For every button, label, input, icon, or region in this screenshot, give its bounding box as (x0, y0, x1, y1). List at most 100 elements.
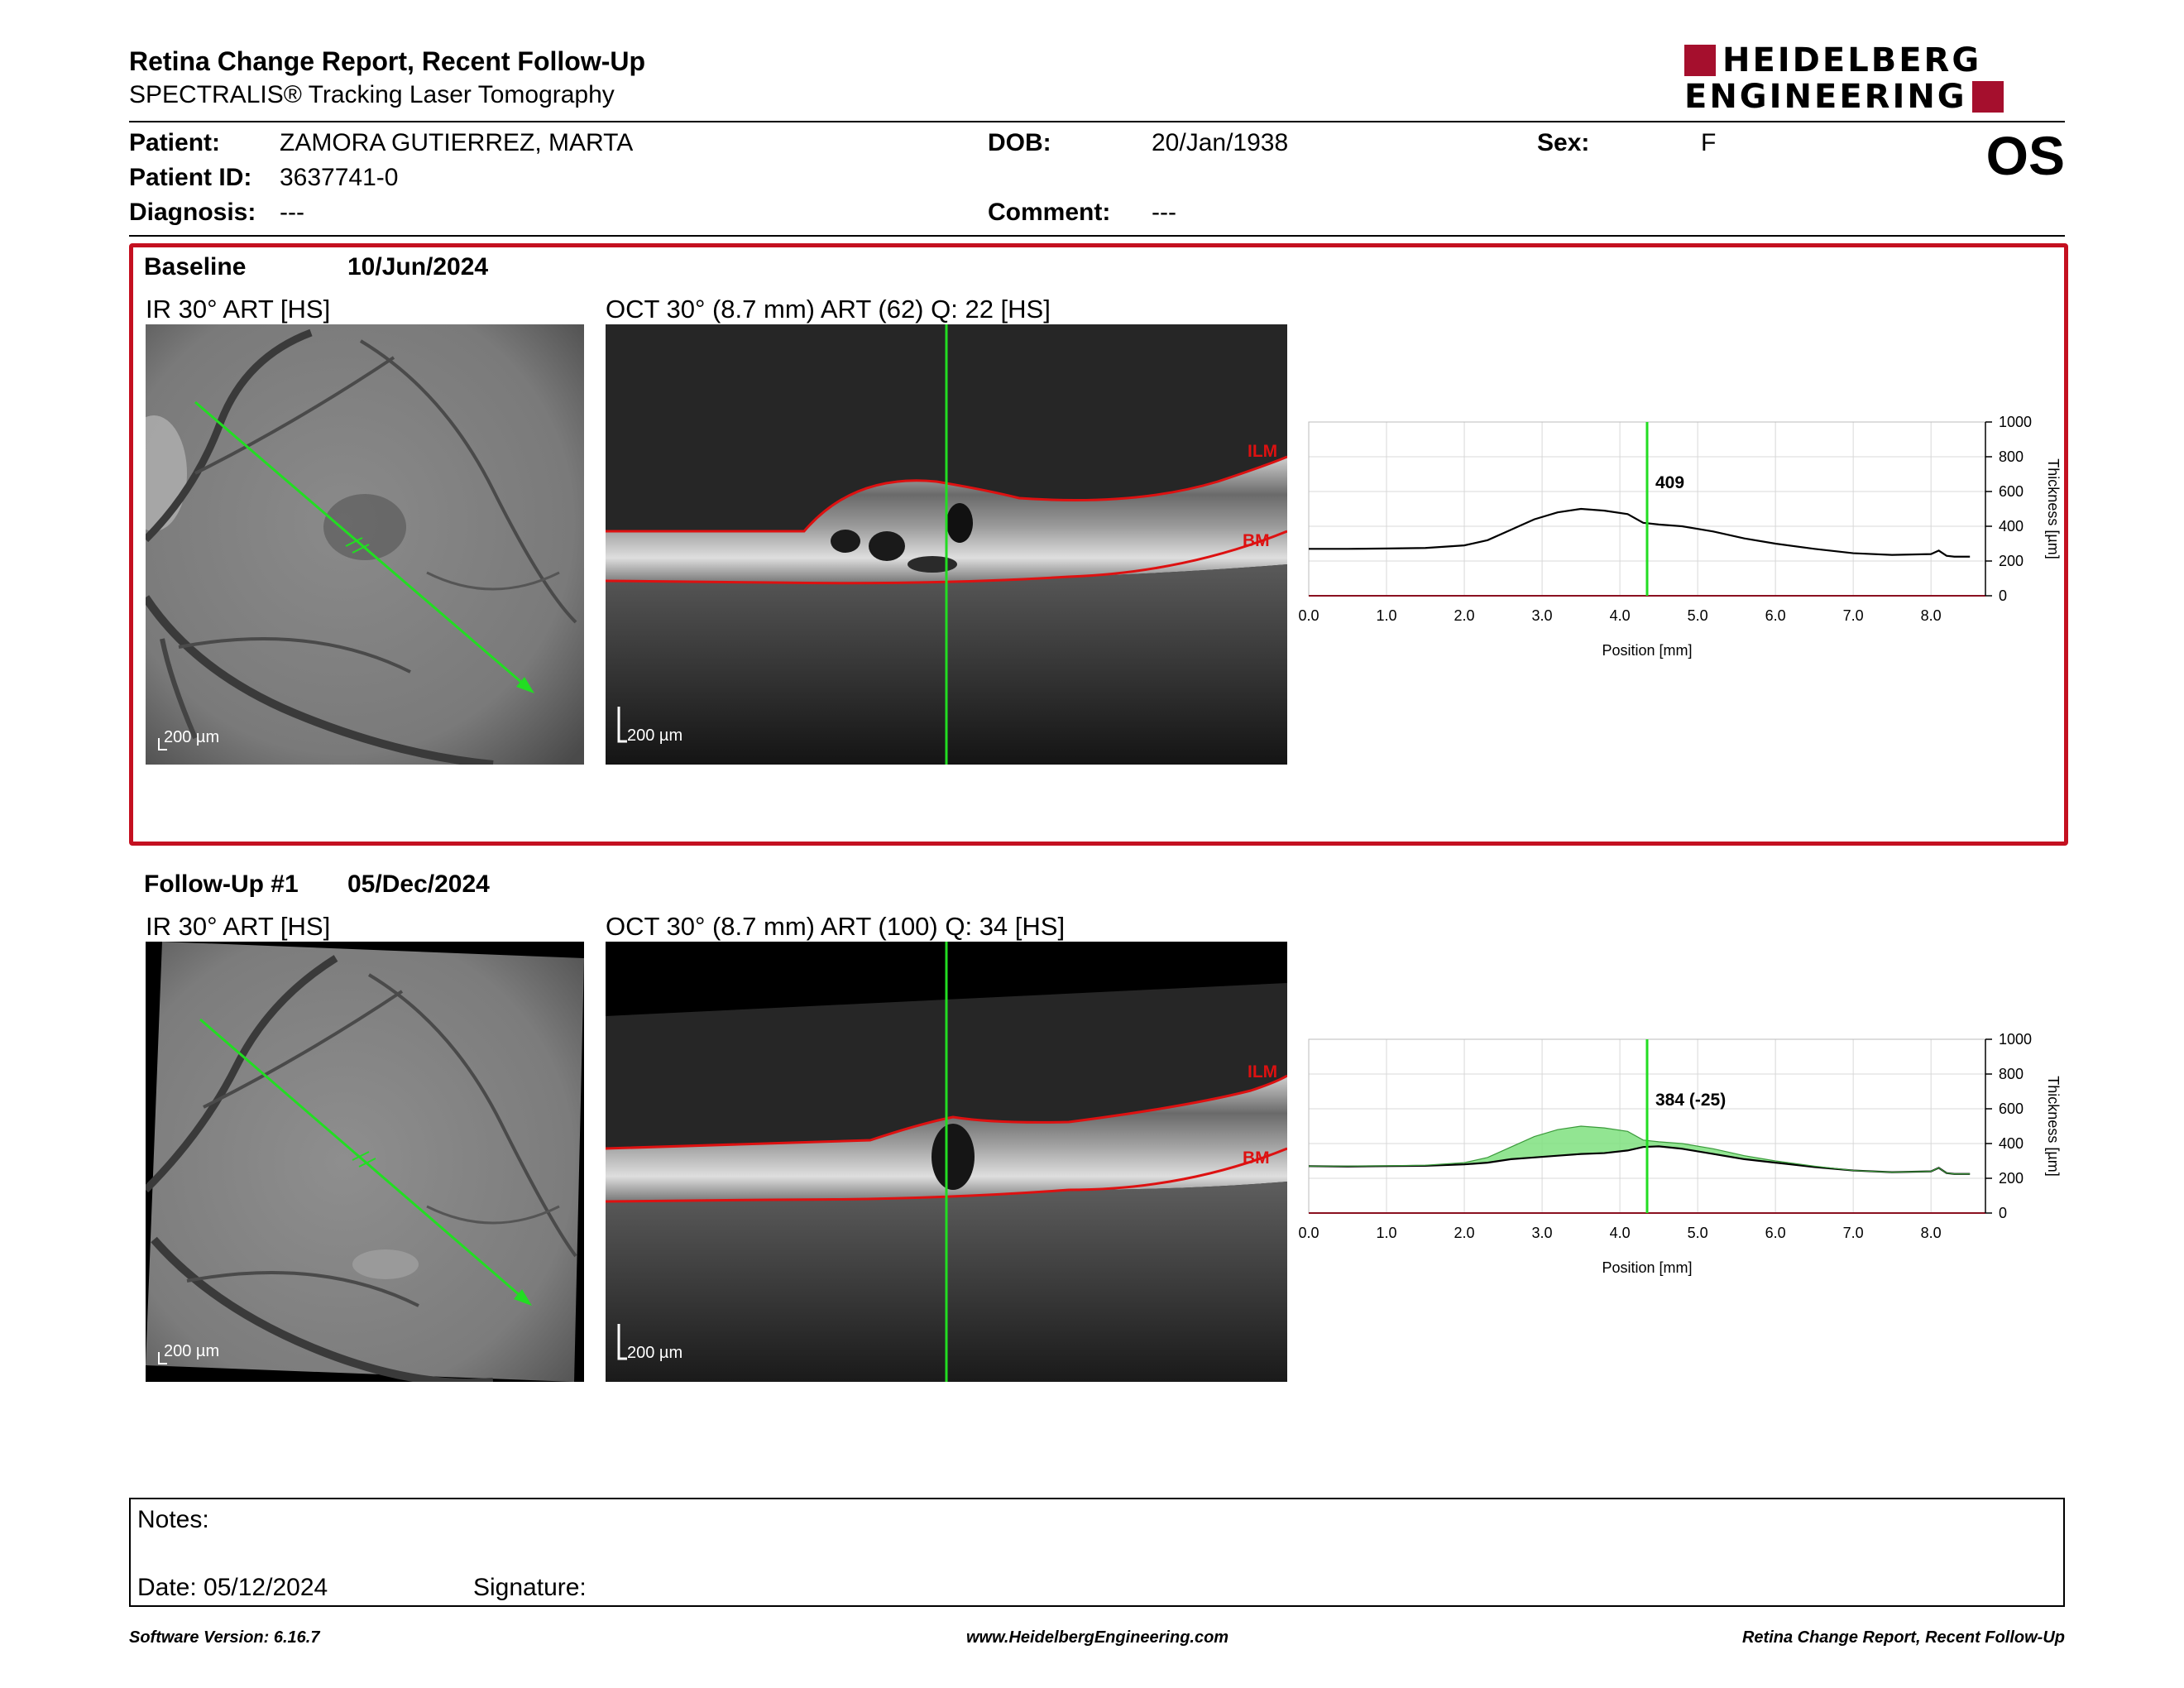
comment-value: --- (1152, 199, 1176, 226)
baseline-ir-image[interactable]: 200 µm (146, 324, 584, 765)
notes-date: Date: 05/12/2024 (137, 1574, 328, 1601)
baseline-label: Baseline (144, 253, 247, 281)
x-tick-label: 0.0 (1298, 1225, 1319, 1241)
ilm-label: ILM (1248, 1062, 1278, 1081)
baseline-ir-caption: IR 30° ART [HS] (146, 295, 331, 324)
thickness-series-line (1308, 1145, 1971, 1175)
followup-oct-caption: OCT 30° (8.7 mm) ART (100) Q: 34 [HS] (606, 912, 1066, 941)
x-tick-label: 2.0 (1454, 607, 1475, 624)
x-tick-label: 0.0 (1298, 607, 1319, 624)
report-subtitle: SPECTRALIS® Tracking Laser Tomography (129, 81, 615, 108)
logo-line2: ENGINEERING (1684, 78, 1967, 116)
chart-fill (1309, 1126, 1971, 1174)
scale-label: 200 µm (627, 727, 683, 745)
x-tick-label: 8.0 (1921, 1225, 1942, 1241)
patient-id-label: Patient ID: (129, 164, 252, 191)
dob-label: DOB: (988, 129, 1051, 156)
x-tick-label: 5.0 (1688, 607, 1708, 624)
x-tick-label: 6.0 (1765, 607, 1786, 624)
chart-cursor: 384 (-25) (1645, 1039, 1726, 1213)
x-tick-label: 1.0 (1377, 607, 1397, 624)
sex-value: F (1701, 129, 1717, 156)
baseline-oct-image[interactable]: ILM BM 200 µm (606, 324, 1287, 765)
heidelberg-logo: HEIDELBERG ENGINEERING (1684, 43, 2067, 114)
y-tick-label: 1000 (1999, 414, 2032, 430)
y-tick-label: 600 (1999, 1101, 2024, 1117)
baseline-ir-svg (146, 324, 584, 765)
x-tick-label: 8.0 (1921, 607, 1942, 624)
followup-date: 05/Dec/2024 (347, 870, 490, 898)
logo-square-icon (1971, 81, 2004, 113)
x-tick-label: 4.0 (1610, 607, 1631, 624)
x-axis-label: Position [mm] (1602, 642, 1692, 659)
y-axis-label: Thickness [µm] (2045, 458, 2062, 559)
y-tick-label: 200 (1999, 1170, 2024, 1187)
patient-name: ZAMORA GUTIERREZ, MARTA (280, 129, 634, 156)
x-tick-label: 3.0 (1532, 607, 1553, 624)
diagnosis-value: --- (280, 199, 304, 226)
thickness-series-line (1309, 1125, 1971, 1175)
patient-label: Patient: (129, 129, 221, 156)
followup-oct-image[interactable]: ILM BM 200 µm (606, 942, 1287, 1382)
x-tick-label: 7.0 (1843, 1225, 1864, 1241)
header-divider (129, 121, 2065, 122)
y-tick-label: 0 (1999, 1205, 2007, 1221)
y-tick-label: 600 (1999, 483, 2024, 500)
baseline-frame (129, 243, 2068, 846)
signature-label: Signature: (473, 1574, 587, 1601)
thickness-change-area (1309, 1126, 1971, 1174)
chart-ticks: 0.0 1.0 2.0 3.0 4.0 5.0 6.0 7.0 8.0 0 200 400 600 800… (1298, 1031, 2062, 1276)
baseline-date: 10/Jun/2024 (347, 253, 489, 281)
x-tick-label: 5.0 (1688, 1225, 1708, 1241)
scale-label: 200 µm (627, 1344, 683, 1362)
footer-report: Retina Change Report, Recent Follow-Up (1741, 1628, 2065, 1647)
cursor-value-label: 384 (-25) (1655, 1091, 1726, 1110)
baseline-oct-svg (606, 324, 1287, 765)
bm-label: BM (1243, 1149, 1270, 1168)
cursor-value-label: 409 (1655, 473, 1684, 492)
logo-line1: HEIDELBERG (1722, 41, 1982, 79)
y-axis-label: Thickness [µm] (2045, 1076, 2062, 1176)
chart-series (1309, 507, 1971, 558)
scale-label: 200 µm (164, 728, 220, 746)
x-tick-label: 1.0 (1377, 1225, 1397, 1241)
report-title: Retina Change Report, Recent Follow-Up (129, 46, 646, 76)
followup-thickness-chart[interactable]: 384 (-25) 0.0 1.0 2.0 3.0 4.0 5.0 6.0 7.0 8.0 0 20… (1291, 1023, 2085, 1296)
followup-ir-svg (146, 942, 584, 1382)
y-tick-label: 800 (1999, 1066, 2024, 1082)
eye-indicator: OS (1985, 125, 2065, 186)
y-tick-label: 1000 (1999, 1031, 2032, 1048)
chart-cursor: 409 (1645, 422, 1684, 596)
followup-label: Follow-Up #1 (144, 870, 299, 898)
logo-square-icon (1684, 45, 1716, 76)
y-tick-label: 400 (1999, 518, 2024, 535)
y-tick-label: 800 (1999, 448, 2024, 465)
footer-website[interactable]: www.HeidelbergEngineering.com (966, 1628, 1229, 1647)
x-tick-label: 3.0 (1532, 1225, 1553, 1241)
bm-label: BM (1243, 531, 1270, 550)
baseline-oct-caption: OCT 30° (8.7 mm) ART (62) Q: 22 [HS] (606, 295, 1051, 324)
scale-label: 200 µm (164, 1342, 220, 1360)
ilm-label: ILM (1248, 442, 1278, 461)
followup-ir-caption: IR 30° ART [HS] (146, 912, 331, 941)
x-tick-label: 2.0 (1454, 1225, 1475, 1241)
footer-software: Software Version: 6.16.7 (129, 1628, 320, 1647)
x-tick-label: 6.0 (1765, 1225, 1786, 1241)
y-tick-label: 0 (1999, 587, 2007, 604)
diagnosis-label: Diagnosis: (129, 199, 256, 226)
comment-label: Comment: (988, 199, 1111, 226)
patient-id-value: 3637741-0 (280, 164, 399, 191)
thickness-series-line (1309, 507, 1971, 558)
x-axis-label: Position [mm] (1602, 1259, 1692, 1276)
info-divider (129, 235, 2065, 237)
notes-box[interactable]: Notes: Date: 05/12/2024 Signature: (129, 1498, 2065, 1607)
y-tick-label: 200 (1999, 553, 2024, 569)
y-tick-label: 400 (1999, 1135, 2024, 1152)
followup-ir-image[interactable]: 200 µm (146, 942, 584, 1382)
x-tick-label: 7.0 (1843, 607, 1864, 624)
dob-value: 20/Jan/1938 (1152, 129, 1289, 156)
followup-oct-svg (606, 942, 1287, 1382)
x-tick-label: 4.0 (1610, 1225, 1631, 1241)
notes-label: Notes: (137, 1506, 209, 1533)
baseline-thickness-chart[interactable]: 409 0.0 1.0 2.0 3.0 4.0 5.0 6.0 7.0 8.0 0 200 400 60… (1291, 405, 2085, 679)
